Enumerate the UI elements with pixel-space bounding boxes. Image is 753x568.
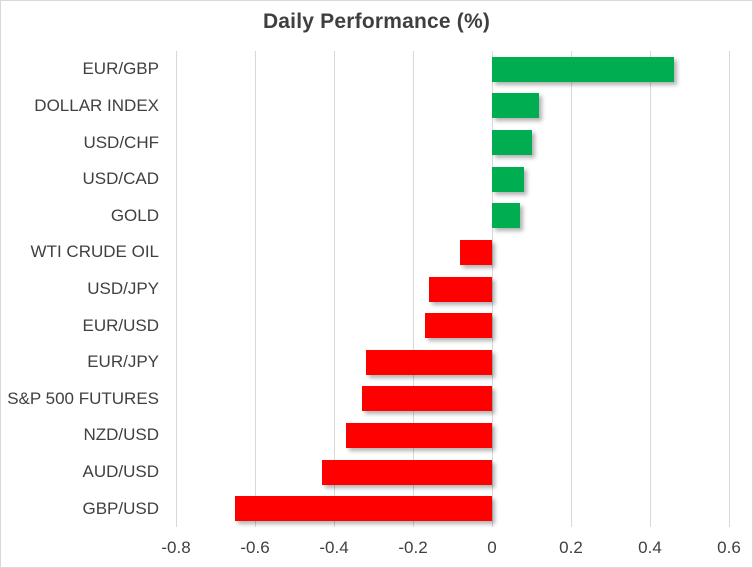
bar-eur-jpy (365, 349, 492, 375)
bar-nzd-usd (345, 422, 492, 448)
x-tick-label-0_2: 0.2 (559, 538, 583, 557)
x-tick-label-0: 0 (487, 538, 497, 557)
category-label-eur-gbp: EUR/GBP (82, 59, 159, 79)
category-label-usd-cad: USD/CAD (82, 169, 159, 189)
category-label-s-p-500-futures: S&P 500 FUTURES (7, 388, 159, 408)
plot-area (175, 51, 730, 527)
category-label-wti-crude-oil: WTI CRUDE OIL (30, 242, 159, 262)
category-label-dollar-index: DOLLAR INDEX (34, 95, 159, 115)
gridline-0 (491, 51, 493, 527)
bar-wti-crude-oil (460, 239, 492, 265)
bar-eur-usd (424, 313, 492, 339)
category-label-usd-chf: USD/CHF (83, 132, 159, 152)
x-tick-label--0_6: -0.6 (240, 538, 270, 557)
gridline--0_4 (333, 51, 335, 527)
category-label-gold: GOLD (110, 205, 159, 225)
gridline--0_8 (175, 51, 177, 527)
x-tick-label--0_8: -0.8 (161, 538, 191, 557)
bar-s-p-500-futures (361, 386, 492, 412)
x-tick-label-0_4: 0.4 (638, 538, 662, 557)
x-tick-label--0_4: -0.4 (319, 538, 349, 557)
category-label-gbp-usd: GBP/USD (82, 498, 159, 518)
bar-usd-chf (492, 130, 532, 156)
bar-gold (492, 203, 520, 229)
gridline--0_6 (254, 51, 256, 527)
gridline-0_4 (649, 51, 651, 527)
gridline-0_6 (728, 51, 730, 527)
category-label-eur-usd: EUR/USD (82, 315, 159, 335)
bar-usd-cad (492, 166, 524, 192)
category-label-aud-usd: AUD/USD (82, 462, 159, 482)
x-tick-label--0_2: -0.2 (398, 538, 428, 557)
chart-title: Daily Performance (%) (262, 10, 491, 33)
gridline--0_2 (412, 51, 414, 527)
x-tick-label-0_6: 0.6 (717, 538, 741, 557)
bar-dollar-index (492, 93, 540, 119)
gridline-0_2 (570, 51, 572, 527)
category-label-usd-jpy: USD/JPY (87, 279, 159, 298)
bar-aud-usd (322, 459, 492, 485)
category-label-nzd-usd: NZD/USD (83, 425, 159, 445)
bar-gbp-usd (235, 496, 492, 522)
bar-usd-jpy (428, 276, 492, 302)
category-label-eur-jpy: EUR/JPY (87, 352, 159, 372)
bar-eur-gbp (492, 56, 674, 82)
